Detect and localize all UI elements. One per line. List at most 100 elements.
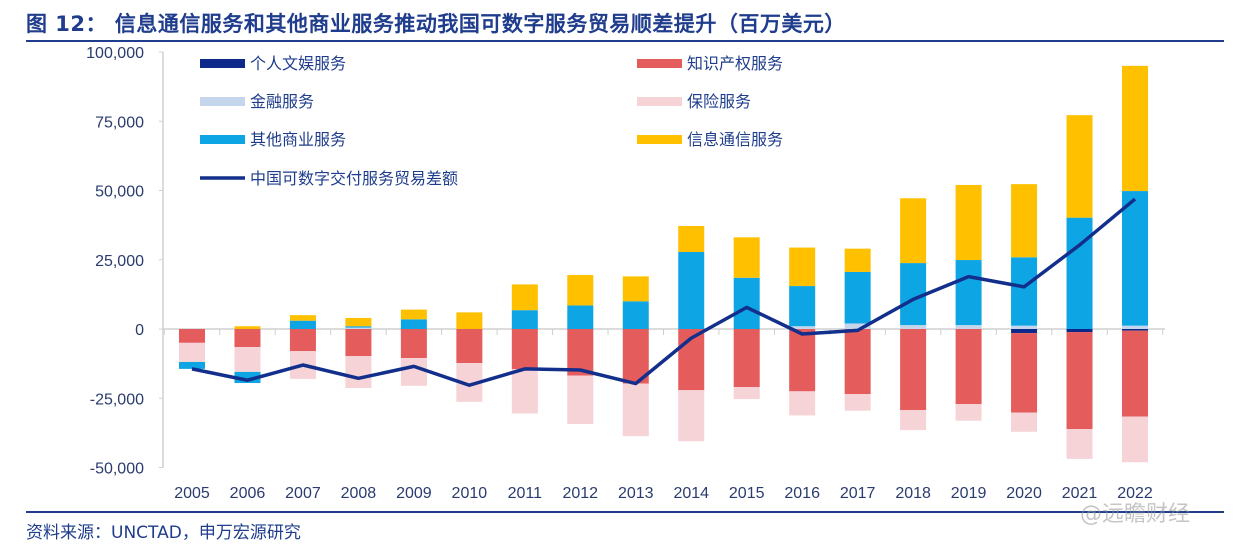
title-divider <box>26 40 1224 42</box>
y-tick-label: -50,000 <box>90 461 144 478</box>
bar-segment <box>789 326 816 329</box>
bar-segment <box>179 361 205 369</box>
bar-segment <box>622 301 649 329</box>
y-tick-label: 50,000 <box>95 184 144 201</box>
bar-segment <box>678 225 705 252</box>
y-tick-label: 0 <box>135 322 144 339</box>
bar-segment <box>234 347 261 372</box>
watermark: @远瞻财经 <box>1080 502 1191 527</box>
chart-title: 图 12： 信息通信服务和其他商业服务推动我国可数字服务贸易顺差提升（百万美元） <box>26 12 846 36</box>
bar-segment <box>1066 217 1093 329</box>
bar-segment <box>179 329 205 343</box>
legend-label: 保险服务 <box>687 92 751 111</box>
bar-segment <box>511 329 538 370</box>
bar-segment <box>955 260 982 326</box>
x-tick-label: 2011 <box>508 485 543 502</box>
x-tick-label: 2010 <box>452 485 488 502</box>
legend-label: 知识产权服务 <box>687 54 783 73</box>
bar-segment <box>844 329 871 395</box>
bar-segment <box>678 390 705 442</box>
bar-segment <box>400 319 427 329</box>
bar-segment <box>1122 325 1148 329</box>
bar-segment <box>511 369 538 414</box>
balance-line <box>191 197 1137 387</box>
bar-segment <box>900 325 927 329</box>
x-tick-label: 2013 <box>618 485 654 502</box>
y-tick-label: 75,000 <box>95 114 144 131</box>
bar-segment <box>1066 428 1093 459</box>
x-tick-label: 2007 <box>285 485 321 502</box>
x-tick-label: 2014 <box>673 485 709 502</box>
y-tick-label: -25,000 <box>90 391 144 408</box>
bar-segment <box>1122 416 1148 463</box>
bar-segment <box>289 320 316 329</box>
bar-segment <box>1011 412 1038 432</box>
x-tick-label: 2012 <box>562 485 598 502</box>
legend-swatch <box>200 59 245 68</box>
legend-swatch <box>637 97 682 106</box>
x-tick-label: 2015 <box>729 485 765 502</box>
bar-segment <box>289 315 316 321</box>
bar-segment <box>511 284 538 311</box>
x-tick-label: 2009 <box>396 485 432 502</box>
y-tick-label: 100,000 <box>86 45 144 62</box>
bar-segment <box>567 305 594 329</box>
legend-label: 其他商业服务 <box>250 130 346 149</box>
source-note: 资料来源：UNCTAD，申万宏源研究 <box>26 523 301 543</box>
bar-segment <box>900 329 927 411</box>
bar-segment <box>733 237 760 278</box>
bar-segment <box>955 325 982 329</box>
bar-segment <box>1122 191 1148 326</box>
bar-segment <box>345 356 372 389</box>
x-tick-label: 2021 <box>1062 485 1098 502</box>
bar-segment <box>733 277 760 329</box>
bar-segment <box>844 248 871 272</box>
bar-segment <box>1122 330 1148 417</box>
bar-segment <box>1011 184 1038 258</box>
bar-segment <box>234 329 261 348</box>
bar-segment <box>567 274 594 306</box>
x-tick-label: 2018 <box>895 485 931 502</box>
footer-divider <box>26 511 1224 513</box>
bar-segment <box>511 310 538 329</box>
legend-label: 金融服务 <box>250 92 314 111</box>
axes: 100,000 75,000 50,000 25,000 0 -25,000 -50,000… <box>86 45 1165 502</box>
balance-line-group <box>191 197 1137 387</box>
bar-segment <box>733 329 760 388</box>
x-tick-label: 2016 <box>784 485 820 502</box>
bar-segment <box>234 371 261 384</box>
bar-segment <box>567 329 594 376</box>
bar-segment <box>289 329 316 352</box>
bar-segment <box>955 329 982 405</box>
legend-swatch <box>637 135 682 144</box>
bar-segment <box>456 312 483 329</box>
bar-segment <box>1066 332 1093 429</box>
bar-segment <box>1011 325 1038 329</box>
bar-segment <box>1066 115 1093 218</box>
x-tick-label: 2017 <box>840 485 876 502</box>
x-tick-label: 2019 <box>951 485 987 502</box>
bar-segment <box>1122 65 1148 192</box>
bar-segment <box>1122 329 1148 331</box>
bar-segment <box>400 309 427 320</box>
bar-segment <box>1011 333 1038 413</box>
legend-label: 个人文娱服务 <box>250 54 346 73</box>
bar-segment <box>844 394 871 411</box>
bar-segment <box>789 286 816 327</box>
legend-swatch <box>200 97 245 106</box>
bar-segment <box>733 387 760 400</box>
bar-segment <box>179 342 205 362</box>
bar-segment <box>622 276 649 302</box>
bar-segment <box>789 391 816 416</box>
bar-segment <box>345 329 372 357</box>
bars <box>179 65 1148 463</box>
bar-segment <box>345 327 372 329</box>
x-tick-label: 2022 <box>1117 485 1153 502</box>
bar-segment <box>622 383 649 437</box>
bar-segment <box>400 329 427 359</box>
x-tick-label: 2005 <box>174 485 210 502</box>
bar-segment <box>345 326 372 328</box>
bar-segment <box>678 251 705 329</box>
bar-segment <box>900 198 927 264</box>
